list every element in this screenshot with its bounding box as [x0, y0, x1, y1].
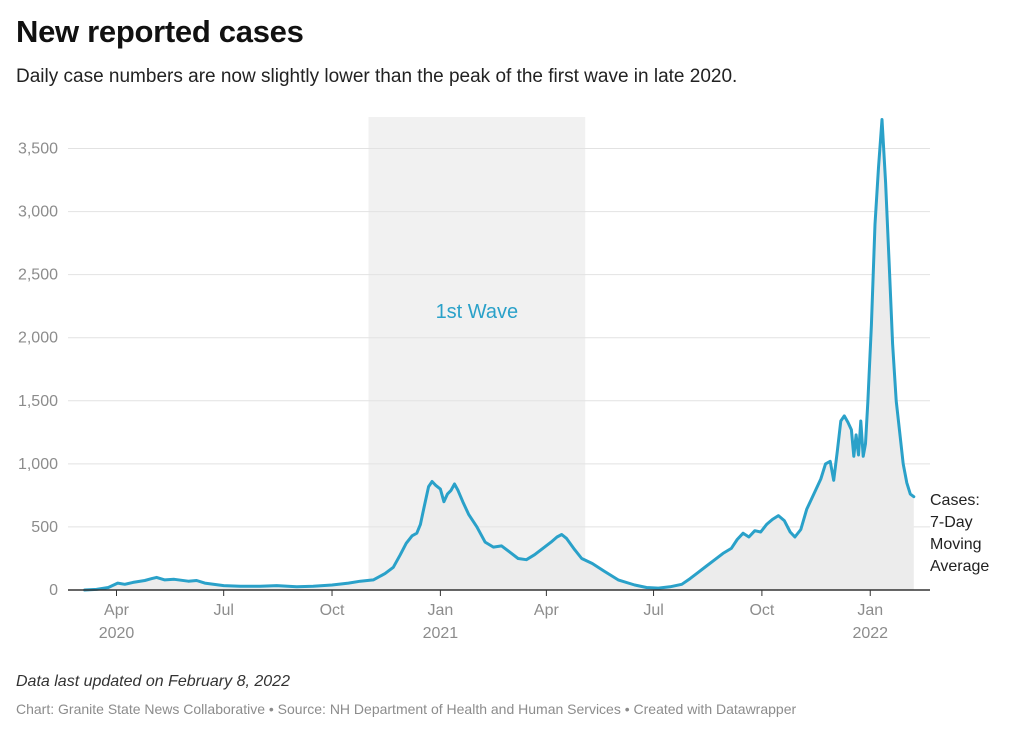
data-updated-note: Data last updated on February 8, 2022	[16, 673, 290, 690]
series-label: 7-Day	[930, 514, 973, 531]
x-tick-label: Apr	[104, 602, 130, 619]
source-credit: Chart: Granite State News Collaborative …	[16, 701, 797, 717]
y-tick-label: 0	[49, 582, 58, 599]
series-label: Moving	[930, 536, 982, 553]
x-tick-year: 2020	[99, 625, 135, 642]
series-label: Cases:	[930, 492, 980, 509]
x-tick-year: 2021	[423, 625, 459, 642]
chart-title: New reported cases	[16, 14, 304, 49]
first-wave-label: 1st Wave	[436, 301, 519, 323]
chart-area: 0 500 1,000 1,500 2,000 2,500 3,000 3,500 Apr 20…	[18, 117, 989, 642]
x-tick-year: 2022	[852, 625, 888, 642]
series-area	[84, 119, 914, 590]
first-wave-band	[368, 117, 586, 590]
y-tick-label: 1,000	[18, 456, 58, 473]
x-tick-label: Jul	[643, 602, 663, 619]
y-tick-label: 3,500	[18, 141, 58, 158]
x-tick-label: Oct	[749, 602, 774, 619]
y-tick-label: 1,500	[18, 393, 58, 410]
series-line	[83, 118, 916, 592]
x-tick-label: Jul	[213, 602, 233, 619]
y-tick-label: 2,000	[18, 330, 58, 347]
y-tick-label: 3,000	[18, 204, 58, 221]
y-tick-label: 500	[31, 519, 58, 536]
x-tick-label: Jan	[427, 602, 453, 619]
x-tick-label: Apr	[534, 602, 560, 619]
chart-subtitle: Daily case numbers are now slightly lowe…	[16, 66, 738, 87]
y-tick-label: 2,500	[18, 267, 58, 284]
series-label: Average	[930, 558, 989, 575]
x-tick-label: Oct	[320, 602, 345, 619]
x-tick-label: Jan	[857, 602, 883, 619]
